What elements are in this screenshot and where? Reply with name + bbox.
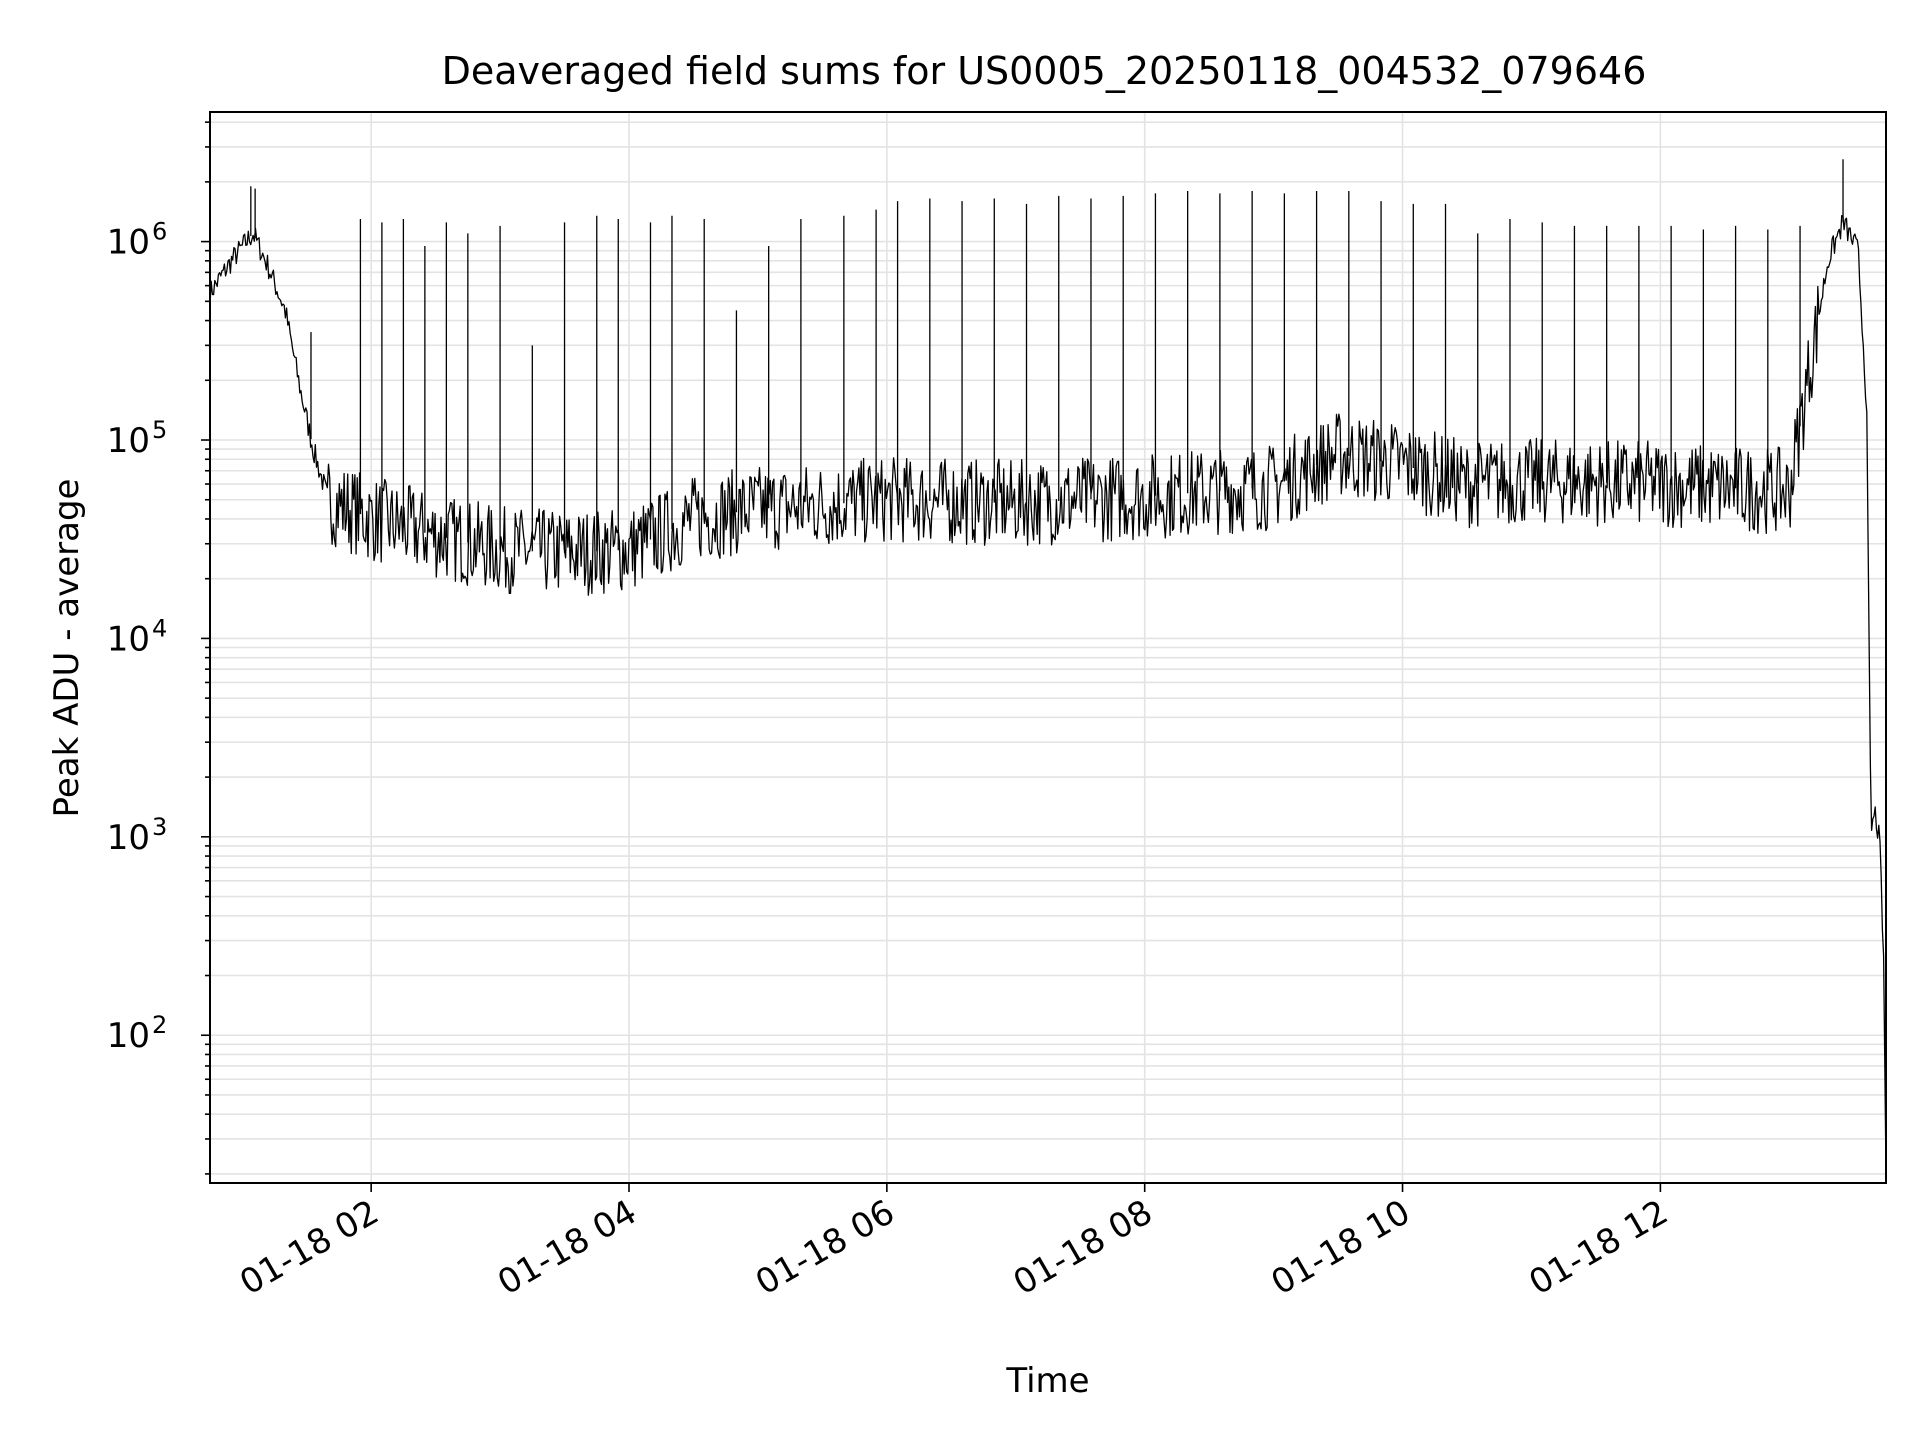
y-tick-label-exponent: 6 [152, 218, 167, 246]
x-tick-label: 01-18 02 [233, 1192, 385, 1303]
y-axis-label: Peak ADU - average [47, 479, 87, 818]
y-tick-label: 10 [107, 223, 150, 263]
x-tick-label: 01-18 12 [1522, 1192, 1674, 1303]
y-tick-label: 10 [107, 421, 150, 461]
grid [210, 112, 1886, 1183]
series-baseline-line [209, 214, 1887, 1175]
y-tick-label-exponent: 5 [152, 416, 167, 444]
y-tick-label: 10 [107, 619, 150, 659]
y-tick-label-exponent: 2 [152, 1011, 167, 1039]
x-tick-label: 01-18 06 [749, 1192, 901, 1303]
y-tick-label: 10 [107, 1016, 150, 1056]
y-tick-label: 10 [107, 818, 150, 858]
x-tick-label: 01-18 10 [1265, 1192, 1417, 1303]
x-tick-label: 01-18 04 [491, 1192, 643, 1303]
x-axis-label: Time [1005, 1361, 1089, 1401]
x-tick-label: 01-18 08 [1007, 1192, 1159, 1303]
y-tick-label-exponent: 3 [152, 813, 167, 841]
data-series [209, 159, 1887, 1175]
y-tick-label-exponent: 4 [152, 614, 167, 642]
chart-title: Deaveraged field sums for US0005_2025011… [442, 49, 1647, 93]
plot-area-frame [209, 111, 1887, 1184]
